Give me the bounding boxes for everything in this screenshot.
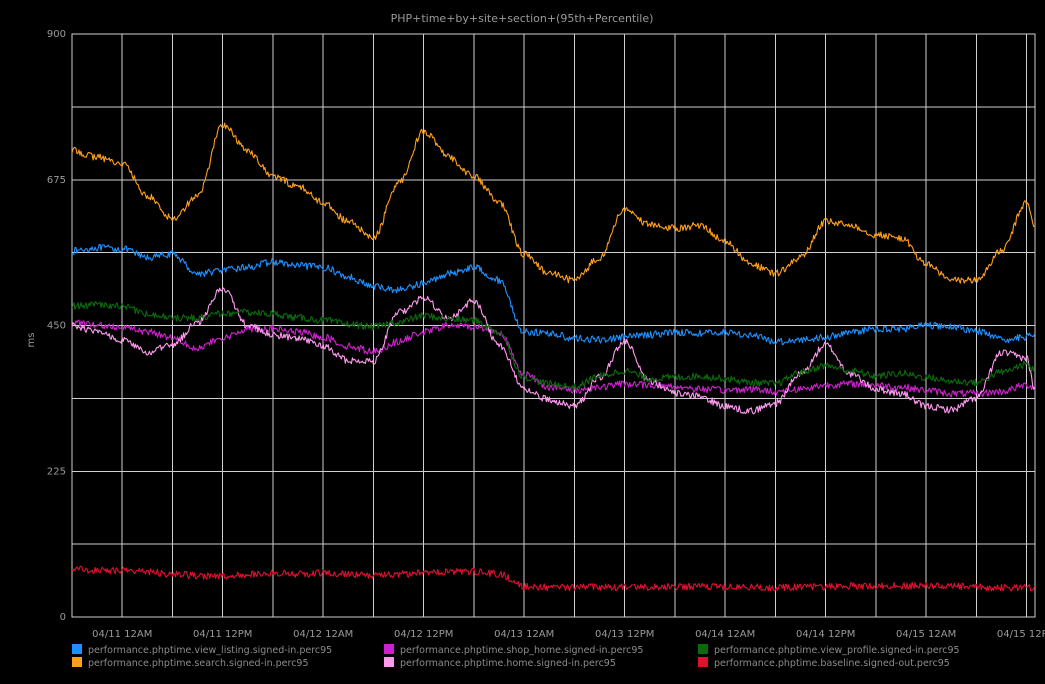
x-tick-label: 04/14 12AM	[695, 629, 755, 640]
legend-entry: performance.phptime.search.signed-in.per…	[88, 658, 309, 669]
x-tick-label: 04/13 12AM	[494, 629, 554, 640]
legend-swatch	[72, 657, 82, 667]
x-tick-label: 04/11 12PM	[193, 629, 252, 640]
x-tick-label: 04/12 12PM	[394, 629, 453, 640]
x-tick-label: 04/13 12PM	[595, 629, 654, 640]
x-tick-label: 04/14 12PM	[796, 629, 855, 640]
legend: performance.phptime.view_listing.signed-…	[72, 644, 960, 669]
x-tick-label: 04/15 12PM	[997, 629, 1045, 640]
y-tick-label: 0	[60, 612, 66, 623]
x-tick-label: 04/12 12AM	[293, 629, 353, 640]
legend-entry: performance.phptime.view_listing.signed-…	[88, 645, 332, 656]
legend-swatch	[384, 657, 394, 667]
legend-swatch	[72, 644, 82, 654]
y-axis-label: ms	[26, 333, 37, 348]
series-line	[71, 319, 1036, 398]
series-line	[71, 565, 1036, 592]
legend-swatch	[698, 657, 708, 667]
y-tick-label: 900	[47, 29, 66, 40]
series-line	[71, 301, 1036, 391]
legend-entry: performance.phptime.view_profile.signed-…	[714, 645, 960, 656]
series-line	[71, 243, 1036, 346]
y-tick-label: 450	[47, 321, 66, 332]
legend-entry: performance.phptime.home.signed-in.perc9…	[400, 658, 616, 669]
legend-swatch	[384, 644, 394, 654]
legend-swatch	[698, 644, 708, 654]
series-line	[71, 287, 1036, 415]
legend-entry: performance.phptime.shop_home.signed-in.…	[400, 645, 643, 656]
chart-title: PHP+time+by+site+section+(95th+Percentil…	[391, 12, 654, 25]
legend-entry: performance.phptime.baseline.signed-out.…	[714, 658, 950, 669]
y-tick-label: 675	[47, 175, 66, 186]
series-line	[71, 122, 1035, 284]
ticks-layer: 0 225 450 675 900 04/11 12AM 04/11 12PM 04/12 1…	[47, 29, 1045, 640]
y-tick-label: 225	[47, 466, 66, 477]
series-layer	[71, 122, 1036, 592]
x-tick-label: 04/11 12AM	[92, 629, 152, 640]
x-tick-label: 04/15 12AM	[896, 629, 956, 640]
